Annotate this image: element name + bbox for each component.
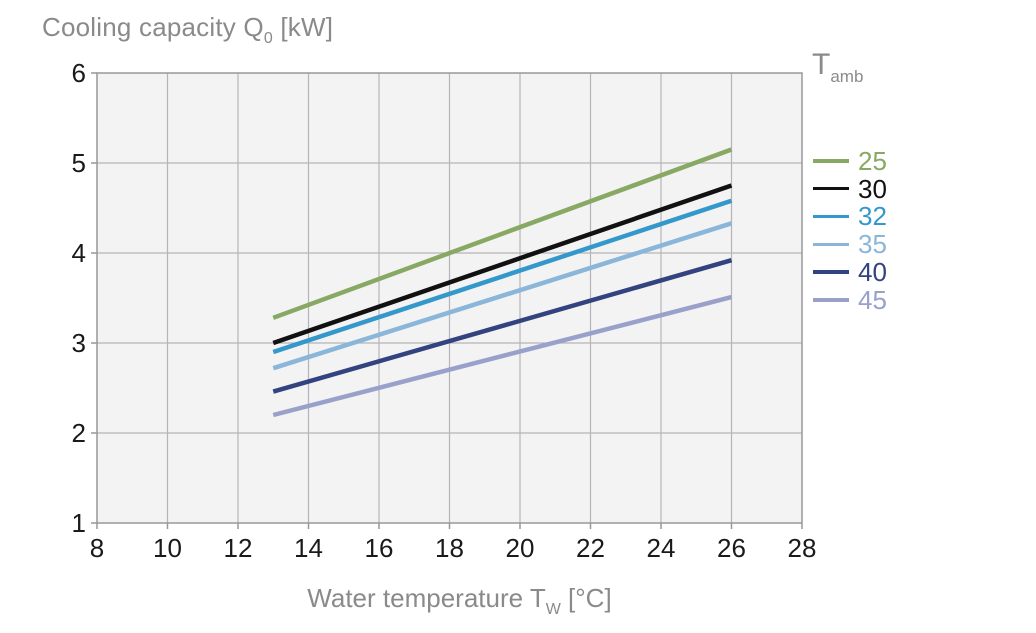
x-axis-label: Water temperature TW [°C]	[97, 583, 822, 619]
x-tick-label: 26	[717, 533, 746, 563]
legend-label: 30	[858, 173, 887, 204]
chart-title-subscript: 0	[263, 30, 273, 47]
x-tick-label: 20	[506, 533, 535, 563]
legend-title: Tamb	[812, 48, 863, 87]
legend-entry-32: 32	[813, 203, 887, 231]
legend-entry-35: 35	[813, 230, 887, 258]
legend-label: 40	[858, 257, 887, 288]
legend-title-main: T	[812, 48, 831, 81]
legend-swatch-icon	[813, 186, 849, 191]
x-tick-label: 16	[365, 533, 394, 563]
legend-swatch-icon	[813, 214, 849, 219]
x-tick-label: 8	[90, 533, 104, 563]
y-tick-label: 2	[72, 418, 86, 448]
legend-entry-30: 30	[813, 175, 887, 203]
x-axis-label-subscript: W	[545, 601, 561, 618]
legend-label: 32	[858, 201, 887, 232]
legend-label: 35	[858, 229, 887, 260]
x-tick-label: 28	[788, 533, 817, 563]
x-axis-label-unit: [°C]	[560, 583, 612, 613]
legend-entry-45: 45	[813, 286, 887, 314]
legend-title-subscript: amb	[830, 67, 864, 86]
x-tick-label: 24	[647, 533, 676, 563]
series-line-45	[272, 294, 733, 418]
legend-swatch-icon	[813, 159, 849, 163]
series-line-35	[272, 221, 733, 371]
legend-entry-25: 25	[813, 147, 887, 175]
x-tick-label: 12	[224, 533, 253, 563]
legend-swatch-icon	[813, 298, 849, 302]
legend-label: 45	[858, 284, 887, 315]
chart-title: Cooling capacity Q0 [kW]	[42, 12, 333, 48]
legend-label: 25	[858, 145, 887, 176]
chart-title-unit: [kW]	[272, 12, 334, 42]
legend-entry-40: 40	[813, 258, 887, 286]
chart-title-main: Cooling capacity Q	[42, 12, 264, 42]
x-tick-label: 10	[153, 533, 182, 563]
y-tick-label: 5	[72, 148, 86, 178]
legend: 25 30 32 35 40 45	[813, 147, 887, 314]
y-tick-label: 1	[72, 508, 86, 538]
x-tick-label: 18	[435, 533, 464, 563]
series-line-40	[272, 258, 733, 394]
series-line-32	[272, 198, 733, 355]
series-line-25	[272, 147, 733, 320]
legend-swatch-icon	[813, 242, 849, 247]
series-line-30	[272, 183, 733, 346]
y-tick-label: 6	[72, 58, 86, 88]
legend-swatch-icon	[813, 270, 849, 274]
x-axis-label-main: Water temperature T	[307, 583, 546, 613]
y-tick-label: 4	[72, 238, 86, 268]
x-tick-label: 22	[576, 533, 605, 563]
x-tick-label: 14	[294, 533, 323, 563]
y-tick-label: 3	[72, 328, 86, 358]
